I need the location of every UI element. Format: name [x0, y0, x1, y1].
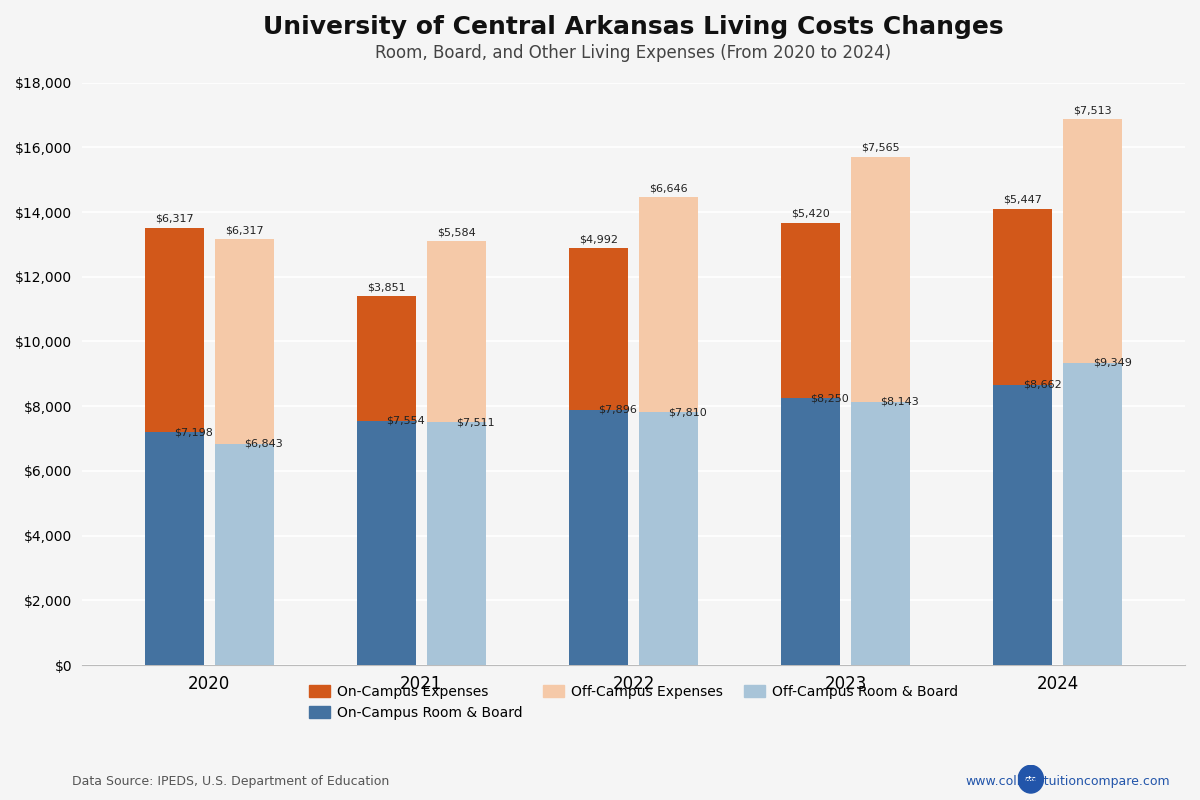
Text: $4,992: $4,992	[578, 234, 618, 244]
Text: $5,447: $5,447	[1003, 194, 1042, 205]
Bar	[994, 385, 1052, 665]
Bar	[427, 242, 486, 422]
Bar	[215, 239, 274, 444]
Text: $6,646: $6,646	[649, 183, 688, 194]
Text: $8,250: $8,250	[811, 393, 850, 403]
Text: $6,843: $6,843	[245, 438, 283, 449]
Text: $7,896: $7,896	[599, 405, 637, 414]
Text: $7,198: $7,198	[174, 427, 214, 437]
Text: $6,317: $6,317	[155, 214, 193, 224]
Text: ctc: ctc	[1025, 776, 1037, 782]
Bar	[427, 422, 486, 665]
Bar	[1063, 119, 1122, 362]
Text: $9,349: $9,349	[1093, 358, 1132, 367]
Bar	[781, 222, 840, 398]
Bar	[781, 398, 840, 665]
Legend: On-Campus Expenses, On-Campus Room & Board, Off-Campus Expenses, Off-Campus Room: On-Campus Expenses, On-Campus Room & Boa…	[304, 679, 964, 725]
Text: $5,420: $5,420	[791, 209, 830, 219]
Bar	[356, 421, 416, 665]
Circle shape	[1018, 766, 1044, 793]
Bar	[851, 157, 911, 402]
Bar	[569, 248, 628, 410]
Text: $3,851: $3,851	[367, 282, 406, 292]
Text: $7,511: $7,511	[456, 417, 494, 427]
Text: $7,565: $7,565	[862, 143, 900, 153]
Text: $7,513: $7,513	[1074, 106, 1112, 115]
Bar	[1063, 362, 1122, 665]
Bar	[144, 228, 204, 432]
Bar	[851, 402, 911, 665]
Bar	[638, 198, 698, 412]
Text: Data Source: IPEDS, U.S. Department of Education: Data Source: IPEDS, U.S. Department of E…	[72, 775, 389, 788]
Text: $6,317: $6,317	[224, 226, 264, 235]
Bar	[638, 412, 698, 665]
Text: $8,143: $8,143	[881, 397, 919, 406]
Text: $5,584: $5,584	[437, 227, 475, 238]
Text: $7,810: $7,810	[668, 407, 707, 418]
Bar	[569, 410, 628, 665]
Title: University of Central Arkansas Living Costs Changes: University of Central Arkansas Living Co…	[263, 15, 1003, 39]
Bar	[356, 296, 416, 421]
Text: $8,662: $8,662	[1022, 380, 1062, 390]
Bar	[994, 209, 1052, 385]
Text: www.collegetuitioncompare.com: www.collegetuitioncompare.com	[965, 775, 1170, 788]
Bar	[215, 444, 274, 665]
Bar	[144, 432, 204, 665]
Text: $7,554: $7,554	[386, 416, 425, 426]
Text: Room, Board, and Other Living Expenses (From 2020 to 2024): Room, Board, and Other Living Expenses (…	[376, 44, 892, 62]
